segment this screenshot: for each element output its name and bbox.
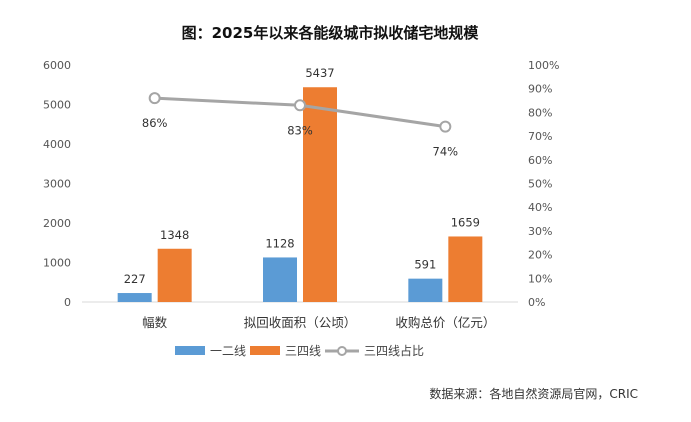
right-axis-tick: 50%: [528, 178, 552, 191]
left-axis-tick: 2000: [43, 217, 71, 230]
right-axis-tick: 40%: [528, 201, 552, 214]
left-axis-tick: 3000: [43, 178, 71, 191]
bar-tier34: [448, 236, 483, 302]
source-note: 数据来源：各地自然资源局官网，CRIC: [429, 386, 638, 401]
ratio-label: 74%: [433, 145, 459, 159]
chart-title: 图：2025年以来各能级城市拟收储宅地规模: [182, 24, 480, 42]
left-axis-tick: 1000: [43, 257, 71, 270]
right-axis-tick: 80%: [528, 106, 552, 119]
left-y-axis: 0 1000 2000 3000 4000 5000 6000: [43, 59, 71, 309]
bar-tier12: [263, 257, 297, 302]
right-axis-tick: 70%: [528, 130, 552, 143]
bar-value-label: 1659: [451, 215, 480, 229]
category-label: 拟回收面积（公顷）: [244, 315, 357, 330]
category-label: 幅数: [142, 315, 168, 330]
ratio-label: 86%: [142, 116, 168, 130]
right-axis-tick: 90%: [528, 83, 552, 96]
legend-marker: [337, 346, 347, 356]
bar-tier34: [157, 248, 192, 302]
bar-value-label: 227: [124, 272, 146, 286]
legend-label: 三四线: [285, 344, 321, 358]
legend-swatch: [175, 346, 205, 355]
right-axis-tick: 10%: [528, 272, 552, 285]
left-axis-tick: 5000: [43, 99, 71, 112]
legend: 一二线 三四线 三四线占比: [175, 343, 424, 358]
right-axis-tick: 30%: [528, 225, 552, 238]
bar-tier12: [408, 278, 443, 302]
bar-value-label: 5437: [305, 66, 334, 80]
ratio-point: [439, 120, 452, 133]
right-axis-tick: 60%: [528, 154, 552, 167]
left-axis-tick: 4000: [43, 138, 71, 151]
category-labels: 幅数 拟回收面积（公顷） 收购总价（亿元）: [142, 315, 495, 330]
legend-label: 三四线占比: [364, 343, 424, 358]
right-y-axis: 0% 10% 20% 30% 40% 50% 60% 70% 80% 90% 100%: [528, 59, 559, 309]
right-axis-tick: 20%: [528, 249, 552, 262]
legend-swatch: [250, 346, 280, 355]
category-label: 收购总价（亿元）: [395, 315, 495, 330]
bar-series: 227 1128 591 1348 5437 1659: [117, 66, 483, 303]
ratio-point: [148, 92, 161, 105]
line-series: 86% 83% 74%: [142, 92, 459, 159]
ratio-point: [294, 99, 306, 112]
bar-value-label: 1128: [265, 236, 294, 250]
left-axis-tick: 0: [64, 296, 71, 309]
legend-label: 一二线: [210, 344, 246, 358]
bar-tier12: [117, 293, 152, 302]
right-axis-tick: 0%: [528, 296, 545, 309]
ratio-label: 83%: [287, 123, 313, 137]
bar-tier34: [303, 87, 337, 303]
right-axis-tick: 100%: [528, 59, 559, 72]
left-axis-tick: 6000: [43, 59, 71, 72]
bar-value-label: 591: [414, 258, 436, 272]
bar-value-label: 1348: [160, 228, 189, 242]
